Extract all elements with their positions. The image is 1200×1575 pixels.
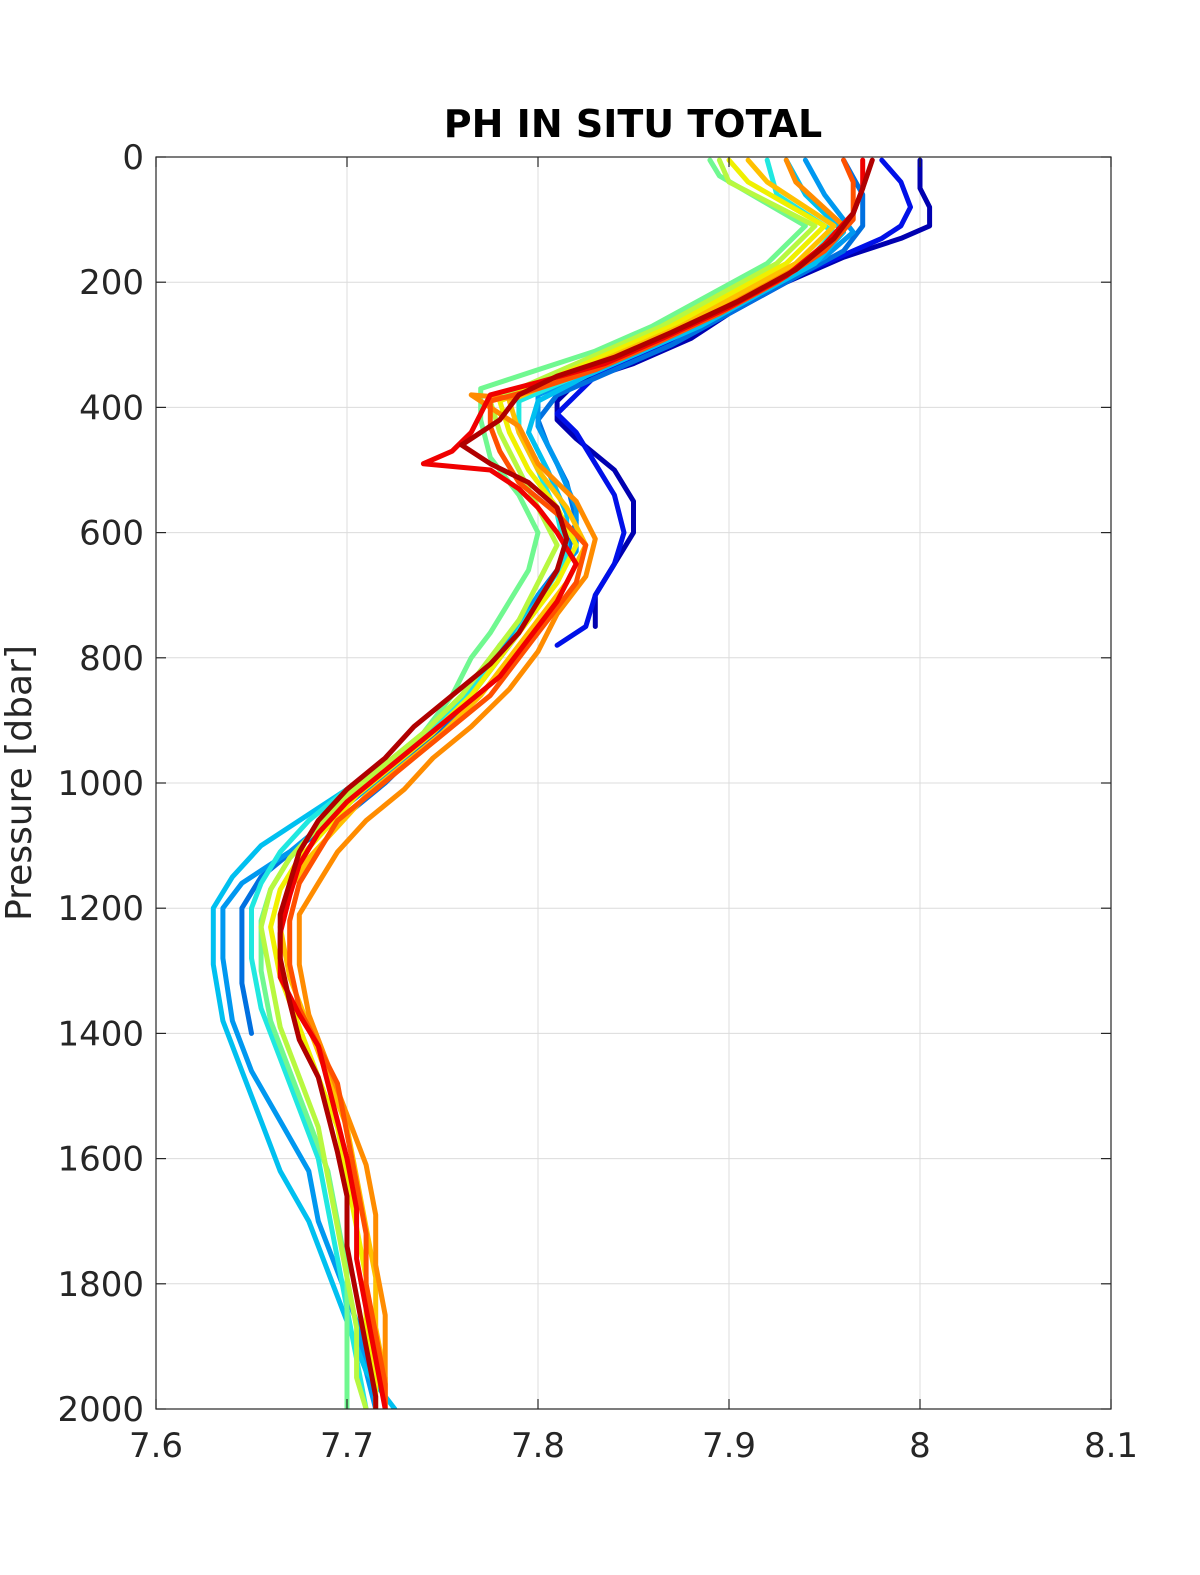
y-tick-label: 1400 (57, 1014, 144, 1054)
y-tick-label: 0 (122, 138, 144, 178)
profile-line-5 (210, 157, 847, 1409)
x-axis-tick-labels: 7.6 7.7 7.8 7.9 8 8.1 (129, 1426, 1138, 1466)
x-tick-label: 7.7 (320, 1426, 374, 1466)
profile-line-14 (277, 157, 875, 1409)
x-tick-label: 8 (909, 1426, 931, 1466)
chart-title: PH IN SITU TOTAL (444, 102, 822, 146)
y-tick-label: 600 (79, 514, 144, 554)
y-tick-label: 400 (79, 388, 144, 428)
x-tick-label: 7.8 (511, 1426, 565, 1466)
x-tick-label: 8.1 (1084, 1426, 1138, 1466)
y-tick-label: 1000 (57, 764, 144, 804)
y-tick-label: 2000 (57, 1390, 144, 1430)
y-tick-label: 1200 (57, 889, 144, 929)
profile-line-2 (554, 157, 913, 648)
tick-marks (155, 156, 1112, 1410)
y-axis-tick-labels: 0 200 400 600 800 1000 1200 1400 1600 1800 2000 (57, 138, 144, 1430)
profile-line-13 (277, 157, 866, 1409)
x-tick-label: 7.9 (702, 1426, 756, 1466)
profile-line-1 (554, 157, 933, 629)
profile-line-3 (239, 157, 866, 1036)
y-axis-label: Pressure [dbar] (0, 645, 40, 921)
y-tick-label: 1600 (57, 1140, 144, 1180)
x-tick-label: 7.6 (129, 1426, 183, 1466)
profile-line-8 (258, 157, 818, 1409)
y-tick-label: 200 (79, 263, 144, 303)
y-tick-label: 1800 (57, 1265, 144, 1305)
y-tick-label: 800 (79, 639, 144, 679)
series-lines (210, 157, 933, 1409)
profile-line-7 (258, 157, 808, 1409)
